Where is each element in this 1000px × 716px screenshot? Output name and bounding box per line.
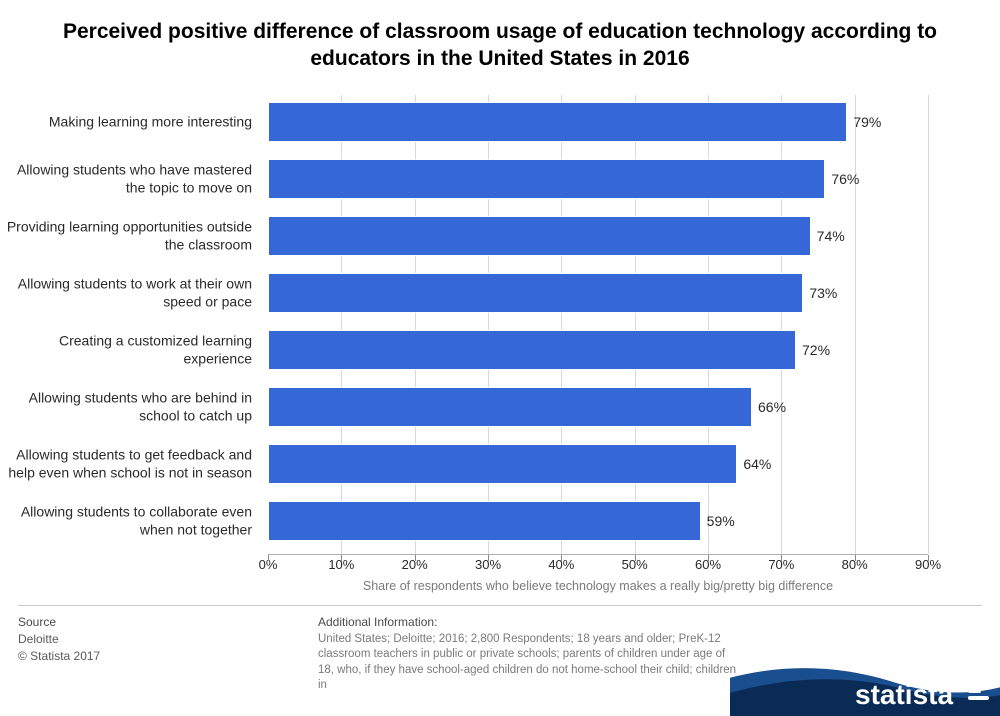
tick-mark bbox=[268, 555, 269, 561]
tick-mark bbox=[855, 555, 856, 561]
source-name: Deloitte bbox=[18, 631, 318, 648]
logo-bar-icon bbox=[968, 696, 989, 700]
bar bbox=[268, 216, 811, 256]
x-axis-ticks: 0%10%20%30%40%50%60%70%80%90% bbox=[268, 557, 928, 577]
chart-title: Perceived positive difference of classro… bbox=[0, 0, 1000, 83]
copyright: © Statista 2017 bbox=[18, 648, 318, 665]
additional-info-block: Additional Information: United States; D… bbox=[318, 614, 738, 694]
chart-container: Perceived positive difference of classro… bbox=[0, 0, 1000, 716]
bar bbox=[268, 501, 701, 541]
bar bbox=[268, 444, 737, 484]
tick-mark bbox=[928, 555, 929, 561]
plot-area: 79% 76% 74% 73% 72% 66% 64% 59% bbox=[268, 95, 928, 555]
y-axis-labels: Making learning more interesting Allowing… bbox=[0, 95, 260, 555]
y-axis-label: Allowing students who are behind in scho… bbox=[0, 390, 252, 425]
additional-info-header: Additional Information: bbox=[318, 615, 437, 629]
bar-value-label: 72% bbox=[802, 342, 830, 358]
bar-value-label: 74% bbox=[817, 228, 845, 244]
logo-text: statista bbox=[855, 679, 953, 710]
gridline bbox=[855, 95, 856, 554]
tick-mark bbox=[415, 555, 416, 561]
bar-value-label: 66% bbox=[758, 399, 786, 415]
source-block: Source Deloitte © Statista 2017 bbox=[18, 614, 318, 694]
y-axis-label: Allowing students who have mastered the … bbox=[0, 162, 252, 197]
x-axis-label: Share of respondents who believe technol… bbox=[268, 579, 928, 593]
bar-value-label: 73% bbox=[809, 285, 837, 301]
tick-mark bbox=[781, 555, 782, 561]
tick-mark bbox=[635, 555, 636, 561]
statista-logo: statista bbox=[730, 636, 1000, 716]
tick-mark bbox=[488, 555, 489, 561]
gridline bbox=[928, 95, 929, 554]
source-header: Source bbox=[18, 614, 318, 631]
bar-value-label: 64% bbox=[743, 456, 771, 472]
additional-info-text: United States; Deloitte; 2016; 2,800 Res… bbox=[318, 633, 736, 692]
bar-value-label: 79% bbox=[853, 114, 881, 130]
bar bbox=[268, 330, 796, 370]
bar-value-label: 59% bbox=[707, 513, 735, 529]
bar bbox=[268, 387, 752, 427]
logo-bar-icon bbox=[968, 682, 986, 686]
tick-mark bbox=[561, 555, 562, 561]
y-axis-label: Allowing students to work at their own s… bbox=[0, 276, 252, 311]
y-axis-label: Creating a customized learning experienc… bbox=[0, 333, 252, 368]
y-axis-label: Allowing students to collaborate even wh… bbox=[0, 504, 252, 539]
tick-mark bbox=[708, 555, 709, 561]
chart-area: 79% 76% 74% 73% 72% 66% 64% 59% 0%10%20%30%40%5… bbox=[268, 95, 928, 595]
y-axis-label: Allowing students to get feedback and he… bbox=[0, 447, 252, 482]
y-axis-label: Providing learning opportunities outside… bbox=[0, 219, 252, 254]
y-axis-label: Making learning more interesting bbox=[0, 113, 252, 131]
logo-bar-icon bbox=[968, 689, 981, 693]
tick-mark bbox=[341, 555, 342, 561]
bar bbox=[268, 102, 847, 142]
bar-value-label: 76% bbox=[831, 171, 859, 187]
bar bbox=[268, 159, 825, 199]
bar bbox=[268, 273, 803, 313]
